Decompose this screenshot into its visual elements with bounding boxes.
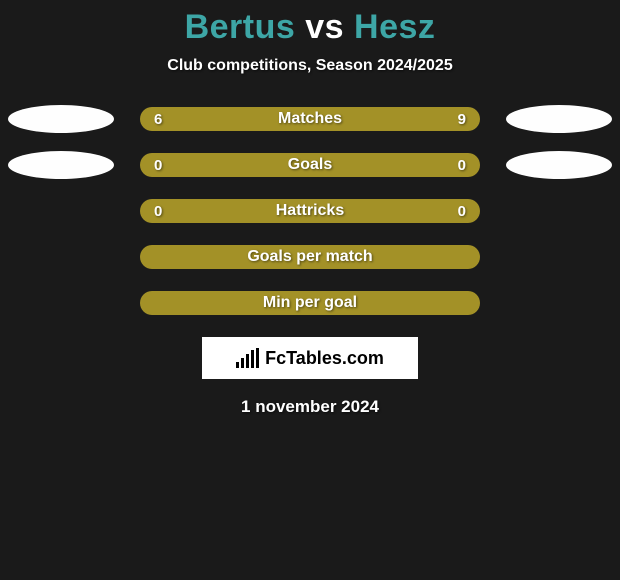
stat-left-value: 0 [154,157,162,174]
stat-row: Min per goal [0,291,620,315]
logo-text: FcTables.com [265,348,384,369]
stat-right-value: 9 [458,111,466,128]
title-vs: vs [305,8,344,46]
subtitle: Club competitions, Season 2024/2025 [167,57,452,75]
stat-left-value: 0 [154,203,162,220]
stat-right-value: 0 [458,203,466,220]
player2-marker-icon [506,105,612,133]
footer-date: 1 november 2024 [241,397,379,417]
stat-bar: Goals per match [140,245,480,269]
stat-row: 0Goals0 [0,153,620,177]
stat-rows: 6Matches90Goals00Hattricks0Goals per mat… [0,107,620,315]
comparison-card: Bertus vs Hesz Club competitions, Season… [0,0,620,417]
stat-bar: 6Matches9 [140,107,480,131]
player1-name: Bertus [185,8,296,46]
page-title: Bertus vs Hesz [185,8,436,47]
stat-label: Goals [140,156,480,174]
stat-bar: 0Goals0 [140,153,480,177]
stat-label: Goals per match [140,248,480,266]
fctables-logo: FcTables.com [202,337,418,379]
stat-label: Min per goal [140,294,480,312]
logo-bars-icon [236,348,259,368]
player1-marker-icon [8,151,114,179]
player2-name: Hesz [354,8,435,46]
stat-bar: Min per goal [140,291,480,315]
stat-label: Hattricks [140,202,480,220]
stat-row: 6Matches9 [0,107,620,131]
stat-label: Matches [140,110,480,128]
stat-row: Goals per match [0,245,620,269]
player2-marker-icon [506,151,612,179]
stat-row: 0Hattricks0 [0,199,620,223]
stat-left-value: 6 [154,111,162,128]
stat-bar: 0Hattricks0 [140,199,480,223]
stat-right-value: 0 [458,157,466,174]
player1-marker-icon [8,105,114,133]
